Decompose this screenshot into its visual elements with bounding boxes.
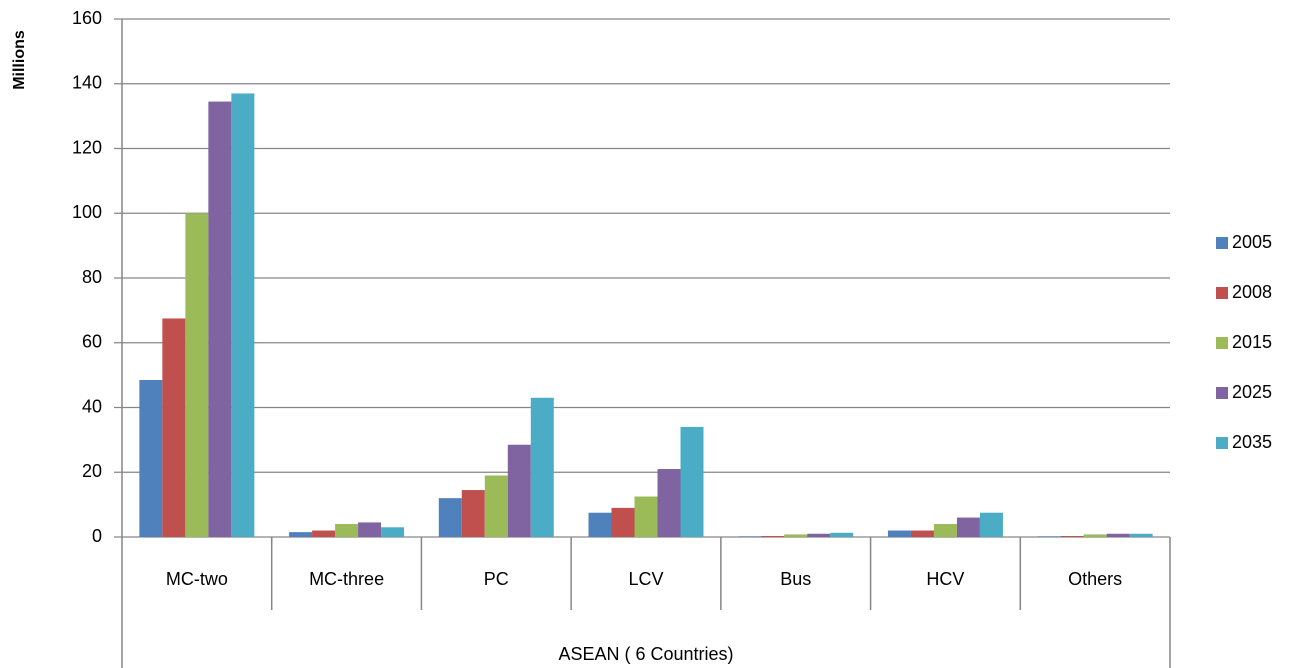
y-tick-label: 160: [72, 8, 102, 28]
x-tick-label: MC-two: [166, 569, 228, 589]
legend-label: 2025: [1232, 382, 1272, 402]
bar: [634, 496, 658, 537]
bar: [1083, 534, 1107, 537]
bar: [231, 93, 255, 538]
x-tick-label: LCV: [628, 569, 663, 589]
bar: [507, 444, 531, 537]
legend-swatch: [1216, 237, 1228, 249]
bar: [979, 512, 1003, 537]
bar: [381, 527, 405, 537]
bar: [162, 318, 186, 537]
bar: [588, 512, 612, 537]
y-tick-label: 60: [82, 332, 102, 352]
bar: [830, 532, 854, 537]
bar: [657, 469, 681, 537]
bar: [738, 536, 762, 537]
y-tick-label: 80: [82, 267, 102, 287]
y-axis-label: Millions: [11, 30, 28, 90]
x-tick-label: Others: [1068, 569, 1122, 589]
bar: [680, 426, 704, 537]
y-tick-label: 100: [72, 202, 102, 222]
bar: [910, 530, 934, 537]
bar: [461, 490, 485, 537]
bar: [1106, 533, 1130, 537]
legend-label: 2035: [1232, 432, 1272, 452]
legend-swatch: [1216, 387, 1228, 399]
bar: [887, 530, 911, 537]
bar: [530, 397, 554, 537]
y-tick-label: 120: [72, 137, 102, 157]
y-tick-label: 40: [82, 396, 102, 416]
legend-label: 2005: [1232, 232, 1272, 252]
bar: [1037, 536, 1061, 537]
bar: [784, 534, 808, 537]
y-tick-label: 0: [92, 526, 102, 546]
y-tick-label: 20: [82, 461, 102, 481]
bar: [139, 379, 163, 537]
bar: [1129, 533, 1153, 537]
bar: [438, 498, 462, 537]
y-tick-label: 140: [72, 73, 102, 93]
bar: [956, 517, 980, 537]
bar: [312, 530, 336, 537]
x-group-label: ASEAN ( 6 Countries): [558, 644, 733, 664]
x-tick-label: HCV: [926, 569, 964, 589]
bar: [289, 532, 313, 537]
legend-swatch: [1216, 337, 1228, 349]
bar: [484, 475, 508, 537]
x-tick-label: Bus: [780, 569, 811, 589]
bar: [208, 101, 232, 538]
x-tick-label: MC-three: [309, 569, 384, 589]
bar: [185, 213, 209, 537]
x-tick-label: PC: [484, 569, 509, 589]
bar: [335, 524, 359, 537]
bar: [933, 524, 957, 537]
bar: [1060, 536, 1084, 537]
legend-label: 2008: [1232, 282, 1272, 302]
bar: [761, 536, 785, 537]
bar: [611, 507, 635, 537]
legend-swatch: [1216, 287, 1228, 299]
legend-swatch: [1216, 437, 1228, 449]
legend-label: 2015: [1232, 332, 1272, 352]
bar: [807, 533, 831, 537]
bar: [358, 522, 382, 537]
